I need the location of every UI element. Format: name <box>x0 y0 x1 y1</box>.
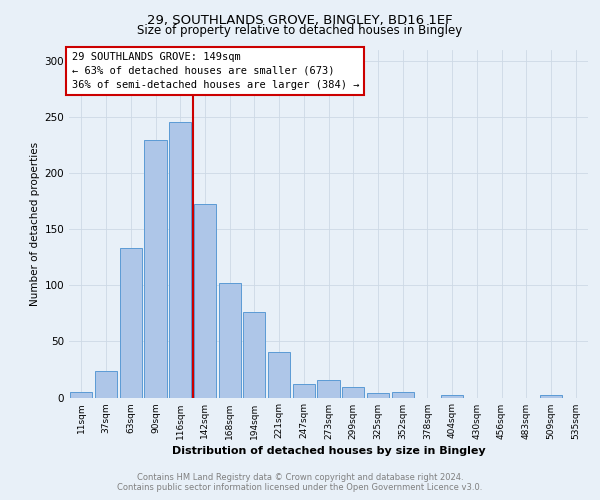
X-axis label: Distribution of detached houses by size in Bingley: Distribution of detached houses by size … <box>172 446 485 456</box>
Bar <box>95 370 117 398</box>
Text: 29, SOUTHLANDS GROVE, BINGLEY, BD16 1EF: 29, SOUTHLANDS GROVE, BINGLEY, BD16 1EF <box>147 14 453 27</box>
Bar <box>169 122 191 398</box>
Bar <box>218 283 241 398</box>
Bar <box>145 140 167 398</box>
Text: Contains HM Land Registry data © Crown copyright and database right 2024.
Contai: Contains HM Land Registry data © Crown c… <box>118 473 482 492</box>
Bar <box>293 384 315 398</box>
Text: Size of property relative to detached houses in Bingley: Size of property relative to detached ho… <box>137 24 463 37</box>
Bar <box>70 392 92 398</box>
Bar <box>392 392 414 398</box>
Bar <box>268 352 290 398</box>
Bar <box>540 396 562 398</box>
Bar <box>194 204 216 398</box>
Bar <box>317 380 340 398</box>
Y-axis label: Number of detached properties: Number of detached properties <box>30 142 40 306</box>
Bar <box>367 393 389 398</box>
Bar <box>243 312 265 398</box>
Bar <box>119 248 142 398</box>
Bar <box>441 396 463 398</box>
Text: 29 SOUTHLANDS GROVE: 149sqm
← 63% of detached houses are smaller (673)
36% of se: 29 SOUTHLANDS GROVE: 149sqm ← 63% of det… <box>71 52 359 90</box>
Bar <box>342 388 364 398</box>
